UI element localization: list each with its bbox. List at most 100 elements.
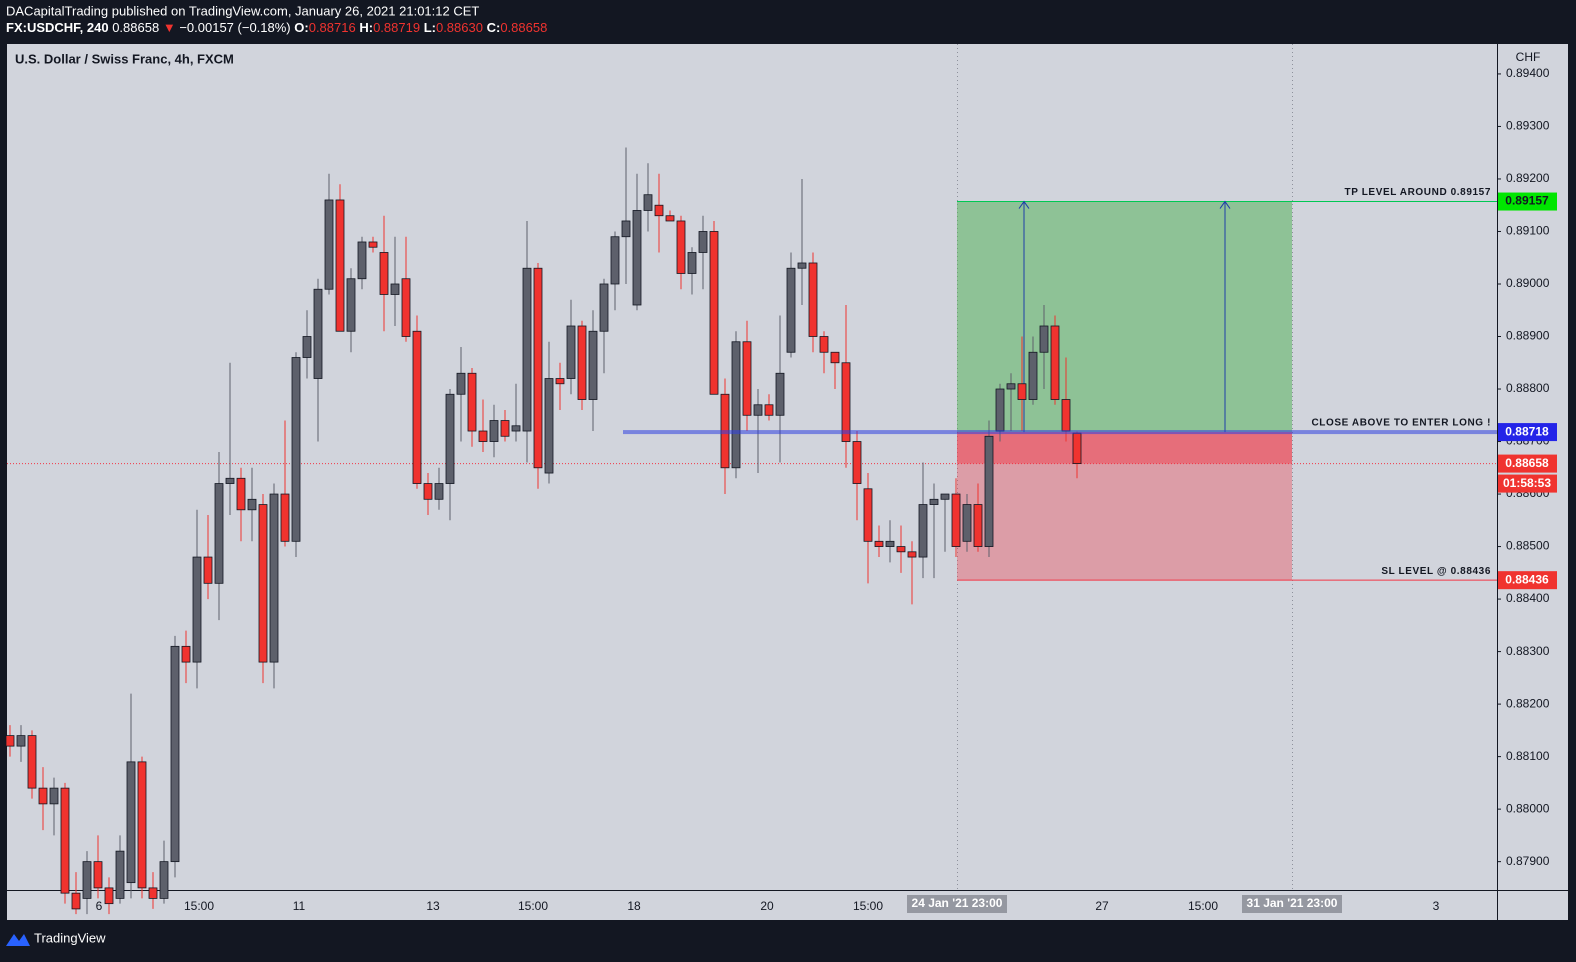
countdown: 01:58:53: [1503, 476, 1551, 490]
candle-body: [775, 372, 785, 416]
y-tick-label: 0.88800: [1506, 381, 1550, 395]
candle-body: [137, 761, 147, 889]
candle-body: [60, 787, 70, 894]
range-label: 24 Jan '21 23:00: [912, 896, 1003, 910]
sl-annotation: SL LEVEL @ 0.88436: [1381, 566, 1491, 577]
price-badge-label: 0.88436: [1505, 572, 1549, 586]
candle-body: [632, 210, 642, 306]
y-tick-label: 0.89300: [1506, 119, 1550, 133]
c-label: C:: [487, 20, 501, 35]
range-badge: [907, 895, 1007, 913]
candle-body: [896, 546, 906, 553]
candle-body: [478, 430, 488, 442]
candle-body: [1050, 325, 1060, 400]
o-label: O:: [294, 20, 308, 35]
candle-body: [676, 220, 686, 274]
candle-body: [566, 325, 576, 379]
price-badge-label: 0.88718: [1505, 424, 1549, 438]
logo: [6, 934, 30, 946]
y-tick-label: 0.89100: [1506, 224, 1550, 238]
candle-body: [764, 404, 774, 416]
candle-body: [808, 262, 818, 337]
candle-body: [577, 325, 587, 400]
candle-body: [786, 267, 796, 353]
entry-annotation: CLOSE ABOVE TO ENTER LONG !: [1311, 418, 1491, 429]
y-tick-label: 0.88500: [1506, 539, 1550, 553]
candle-body: [291, 357, 301, 542]
candle-body: [346, 278, 356, 332]
arrow: ▼: [163, 20, 176, 35]
y-tick-label: 0.88300: [1506, 644, 1550, 658]
change: −0.00157 (−0.18%): [179, 20, 290, 35]
candle-body: [390, 283, 400, 295]
x-tick-label: 15:00: [853, 899, 883, 913]
candle-body: [1006, 383, 1016, 390]
price-badge: [1498, 454, 1557, 473]
arrow-head: [1219, 200, 1231, 209]
x-tick-label: 6: [96, 899, 103, 913]
candle-body: [731, 341, 741, 469]
candle-body: [104, 887, 114, 905]
candle-body: [819, 336, 829, 353]
candle-body: [588, 330, 598, 400]
x-tick-label: 27: [1095, 899, 1109, 913]
y-tick-label: 0.88100: [1506, 749, 1550, 763]
price-badge-label: 0.88658: [1505, 456, 1549, 470]
candle-body: [830, 351, 840, 364]
candle-body: [236, 477, 246, 511]
candle-body: [951, 493, 961, 547]
y-tick-label: 0.89000: [1506, 276, 1550, 290]
target-zone: [957, 201, 1292, 433]
x-tick-label: 18: [627, 899, 641, 913]
candle-body: [654, 204, 664, 217]
candle-body: [269, 493, 279, 663]
chart-area: [7, 44, 1568, 920]
x-tick-label: 11: [293, 899, 306, 913]
y-tick-label: 0.89200: [1506, 171, 1550, 185]
candle-body: [335, 199, 345, 332]
candle-body: [126, 761, 136, 884]
x-tick-label: 15:00: [184, 899, 214, 913]
candle-body: [280, 493, 290, 542]
candle-body: [225, 477, 235, 484]
candle-body: [698, 231, 708, 253]
chart-title: U.S. Dollar / Swiss Franc, 4h, FXCM: [15, 51, 234, 66]
candle-body: [995, 388, 1005, 432]
l-label: L:: [424, 20, 436, 35]
x-tick-label: 13: [426, 899, 440, 913]
h: 0.88719: [373, 20, 420, 35]
candle-body: [115, 850, 125, 899]
x-tick-label: 15:00: [518, 899, 548, 913]
candle-body: [170, 645, 180, 863]
c: 0.88658: [500, 20, 547, 35]
candle-body: [434, 483, 444, 500]
candle-body: [368, 241, 378, 248]
y-tick-label: 0.88200: [1506, 696, 1550, 710]
candle-body: [709, 231, 719, 395]
currency: CHF: [1516, 50, 1541, 64]
candle-body: [863, 488, 873, 542]
candle-body: [159, 861, 169, 899]
candle-body: [885, 540, 895, 547]
candle-body: [412, 330, 422, 484]
candle-body: [621, 220, 631, 238]
candle-body: [797, 262, 807, 269]
candle-body: [522, 267, 532, 432]
last: 0.88658: [112, 20, 159, 35]
entry-line: [623, 430, 1497, 435]
candle-body: [742, 341, 752, 416]
candle-body: [82, 861, 92, 899]
brand: TradingView: [6, 930, 106, 946]
candle-body: [1072, 432, 1082, 464]
y-tick-label: 0.87900: [1506, 854, 1550, 868]
candle-body: [379, 252, 389, 295]
x-tick-label: 3: [1433, 899, 1440, 913]
candle-body: [929, 498, 939, 505]
price-badge-label: 0.89157: [1505, 194, 1549, 208]
candle-body: [852, 441, 862, 484]
candle-body: [1061, 399, 1071, 432]
candle-body: [599, 283, 609, 332]
candle-body: [753, 404, 763, 416]
candle-body: [555, 378, 565, 385]
candle-body: [489, 420, 499, 442]
